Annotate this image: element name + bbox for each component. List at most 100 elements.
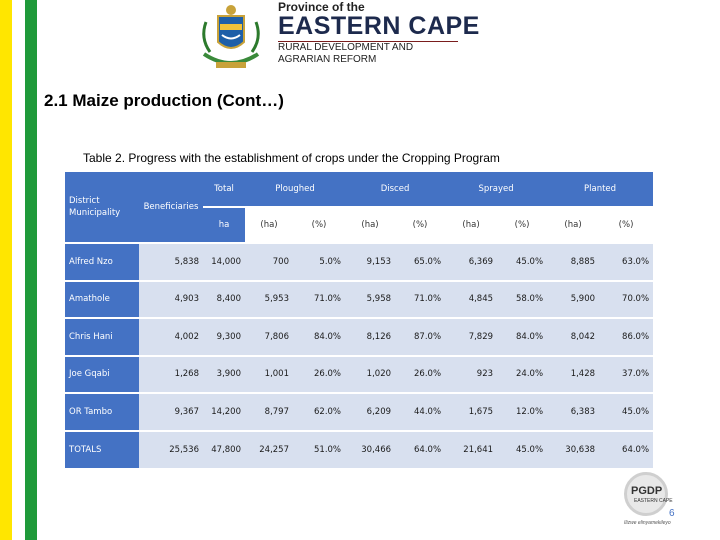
table-cell: 4,903 xyxy=(139,279,203,318)
table-cell: 8,126 xyxy=(345,317,396,356)
table-cell: 86.0% xyxy=(599,317,654,356)
table-cell: 62.0% xyxy=(293,392,346,431)
department-line-1: RURAL DEVELOPMENT AND xyxy=(278,42,414,53)
table-cell: 58.0% xyxy=(497,279,548,318)
table-cell: 1,675 xyxy=(445,392,498,431)
left-green-stripe xyxy=(25,0,37,540)
table-cell: 8,797 xyxy=(245,392,293,431)
pgdp-logo: PGDP EASTERN CAPE Ilizwe elinyamekileyo xyxy=(620,472,680,530)
table-caption: Table 2. Progress with the establishment… xyxy=(83,151,500,165)
table-cell: 1,020 xyxy=(345,354,396,393)
pgdp-name: PGDP xyxy=(631,485,663,497)
table-cell: 84.0% xyxy=(293,317,346,356)
page-number: 6 xyxy=(669,508,675,519)
table-cell: 21,641 xyxy=(445,429,498,468)
department-logo: Province of the EASTERN CAPE RURAL DEVEL… xyxy=(190,0,480,80)
subheader-cell: (ha) xyxy=(547,206,600,243)
table-row: Amathole 4,903 8,400 5,953 71.0% 5,958 71.0% 4,… xyxy=(65,279,654,318)
table-cell: 63.0% xyxy=(599,242,654,281)
table-row: TOTALS 25,536 47,800 24,257 51.0% 30,466 64.0%… xyxy=(65,429,654,468)
table-row: Chris Hani 4,002 9,300 7,806 84.0% 8,126 87.0%… xyxy=(65,317,654,356)
table-cell: 47,800 xyxy=(203,429,245,468)
pgdp-tagline: Ilizwe elinyamekileyo xyxy=(624,520,671,526)
table-cell: 65.0% xyxy=(395,242,446,281)
row-district-label: Chris Hani xyxy=(65,317,139,356)
coat-of-arms-icon xyxy=(202,5,260,68)
subheader-cell: (ha) xyxy=(345,206,396,243)
subheader-cell: (%) xyxy=(497,206,548,243)
table-cell: 64.0% xyxy=(599,429,654,468)
table-cell: 9,367 xyxy=(139,392,203,431)
table-cell: 5,953 xyxy=(245,279,293,318)
table-cell: 44.0% xyxy=(395,392,446,431)
table-cell: 8,400 xyxy=(203,279,245,318)
subheader-cell: ha xyxy=(203,206,245,243)
table-cell: 24,257 xyxy=(245,429,293,468)
table-cell: 6,209 xyxy=(345,392,396,431)
header-district: District Municipality xyxy=(65,170,139,243)
row-district-label: OR Tambo xyxy=(65,392,139,431)
table-row: Alfred Nzo 5,838 14,000 700 5.0% 9,153 65.0% 6,… xyxy=(65,242,654,281)
header-disced: Disced xyxy=(345,170,446,207)
table-body: Alfred Nzo 5,838 14,000 700 5.0% 9,153 65.0% 6,… xyxy=(65,242,654,468)
left-yellow-stripe xyxy=(0,0,12,540)
header-district-label: District Municipality xyxy=(69,196,121,218)
table-cell: 9,153 xyxy=(345,242,396,281)
logo-divider xyxy=(278,41,458,42)
header-sprayed: Sprayed xyxy=(445,170,548,207)
table-cell: 7,829 xyxy=(445,317,498,356)
province-line: Province of the xyxy=(278,0,365,14)
table-cell: 30,638 xyxy=(547,429,600,468)
department-line-2: AGRARIAN REFORM xyxy=(278,54,377,65)
crop-progress-table: District Municipality Beneficiaries Tota… xyxy=(65,170,654,468)
table-cell: 26.0% xyxy=(293,354,346,393)
table-cell: 45.0% xyxy=(497,429,548,468)
table-cell: 71.0% xyxy=(293,279,346,318)
department-name: RURAL DEVELOPMENT AND AGRARIAN REFORM xyxy=(278,42,478,66)
province-name: EASTERN CAPE xyxy=(278,12,480,40)
table-cell: 5.0% xyxy=(293,242,346,281)
table-cell: 4,845 xyxy=(445,279,498,318)
table-cell: 3,900 xyxy=(203,354,245,393)
table-cell: 64.0% xyxy=(395,429,446,468)
table-cell: 14,000 xyxy=(203,242,245,281)
table-cell: 30,466 xyxy=(345,429,396,468)
slide-title: 2.1 Maize production (Cont…) xyxy=(44,91,284,110)
table-cell: 84.0% xyxy=(497,317,548,356)
table-cell: 4,002 xyxy=(139,317,203,356)
header-total: Total xyxy=(203,170,245,207)
table-cell: 6,369 xyxy=(445,242,498,281)
table-cell: 25,536 xyxy=(139,429,203,468)
table-cell: 26.0% xyxy=(395,354,446,393)
table-cell: 5,958 xyxy=(345,279,396,318)
row-district-label: TOTALS xyxy=(65,429,139,468)
table-cell: 6,383 xyxy=(547,392,600,431)
table-cell: 8,042 xyxy=(547,317,600,356)
table-cell: 5,900 xyxy=(547,279,600,318)
table-cell: 8,885 xyxy=(547,242,600,281)
pgdp-badge-icon xyxy=(624,472,668,516)
table-cell: 45.0% xyxy=(599,392,654,431)
subheader-cell: (%) xyxy=(599,206,654,243)
table-row: OR Tambo 9,367 14,200 8,797 62.0% 6,209 44.0% 1… xyxy=(65,392,654,431)
row-district-label: Alfred Nzo xyxy=(65,242,139,281)
table-cell: 14,200 xyxy=(203,392,245,431)
subheader-cell: (%) xyxy=(395,206,446,243)
pgdp-region: EASTERN CAPE xyxy=(634,498,673,504)
table-cell: 71.0% xyxy=(395,279,446,318)
header-ploughed: Ploughed xyxy=(245,170,346,207)
table-cell: 70.0% xyxy=(599,279,654,318)
table-cell: 1,001 xyxy=(245,354,293,393)
table-cell: 5,838 xyxy=(139,242,203,281)
subheader-cell: (%) xyxy=(293,206,346,243)
table-cell: 9,300 xyxy=(203,317,245,356)
header-planted: Planted xyxy=(547,170,654,207)
table-cell: 24.0% xyxy=(497,354,548,393)
table-cell: 700 xyxy=(245,242,293,281)
table-cell: 87.0% xyxy=(395,317,446,356)
subheader-cell: (ha) xyxy=(445,206,498,243)
subheader-cell: (ha) xyxy=(245,206,293,243)
header-beneficiaries: Beneficiaries xyxy=(139,170,203,243)
table-cell: 7,806 xyxy=(245,317,293,356)
table-cell: 51.0% xyxy=(293,429,346,468)
